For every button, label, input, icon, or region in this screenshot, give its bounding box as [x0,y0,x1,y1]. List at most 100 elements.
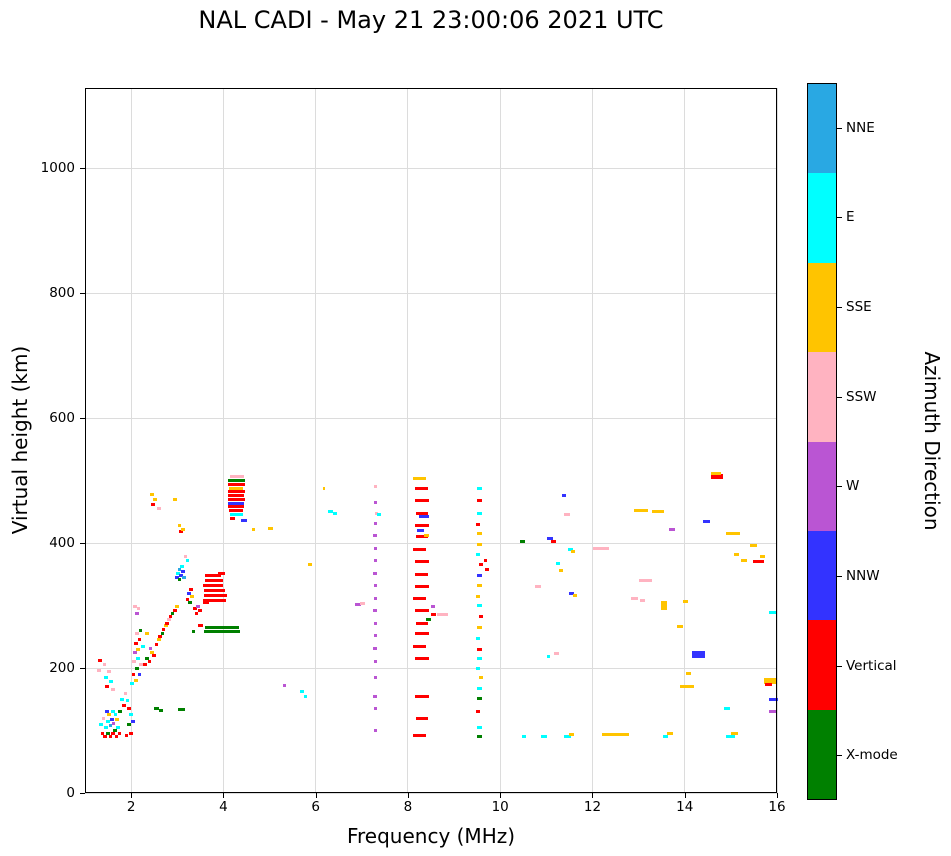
y-gridline [85,417,777,419]
data-point-E [104,675,109,679]
data-point-Vertical [475,710,481,714]
data-point-Vertical [100,732,105,736]
data-point-E [332,512,338,516]
data-point-Vertical [198,609,203,612]
x-tick-mark [777,793,778,798]
data-point-Vertical [133,641,138,645]
data-point-Vertical [185,597,190,601]
data-point-Vertical [416,621,428,625]
data-point-E [475,636,481,640]
x-axis-label: Frequency (MHz) [346,824,516,848]
data-point-Vertical [143,663,147,667]
data-point-W [431,605,436,609]
data-point-Vertical [477,647,482,651]
data-point-Vertical [204,579,224,582]
y-gridline [85,542,777,544]
data-point-Vertical [165,621,169,625]
data-point-NNW [179,574,183,577]
data-point-SSE [661,601,667,610]
data-point-Vertical [414,694,429,698]
data-point-W [373,707,378,711]
data-point-Vertical [152,654,157,657]
data-point-X-mode [145,657,150,661]
data-point-SSE [568,733,575,737]
data-point-E [328,510,333,514]
data-point-SSE [150,650,154,654]
data-point-SSE [307,562,313,566]
data-point-Vertical [230,516,235,520]
colorbar-tick-label: NNW [846,567,880,584]
x-tick-label: 10 [491,799,509,815]
data-point-E [377,512,382,516]
data-point-Vertical [154,642,159,646]
data-point-Vertical [415,572,429,576]
chart-title: NAL CADI - May 21 23:00:06 2021 UTC [198,6,664,34]
colorbar-tick-mark [837,486,842,488]
data-point-Vertical [97,659,102,662]
colorbar-tick-mark [837,665,842,667]
data-point-W [372,694,377,698]
data-point-Vertical [478,615,484,619]
data-point-Vertical [413,644,426,648]
y-tick-mark [80,293,85,294]
data-point-W [373,500,378,504]
data-point-NNW [109,717,114,721]
x-tick-mark [684,793,686,798]
colorbar-tick-label: SSW [846,388,877,405]
data-point-E [120,697,124,701]
data-point-E [103,725,108,729]
y-tick-label: 1000 [40,160,75,176]
data-point-Vertical [416,511,428,515]
data-point-SSW [96,669,101,672]
data-point-E [546,655,551,659]
data-point-E [477,604,482,607]
x-tick-label: 6 [311,799,320,815]
data-point-E [140,644,145,648]
x-gridline [591,88,593,793]
data-point-E [116,725,121,729]
data-point-Vertical [550,539,556,543]
data-point-W [669,527,675,531]
colorbar-tick-label: SSE [846,299,872,316]
data-point-W [372,646,377,650]
data-point-X-mode [178,708,186,712]
data-point-Vertical [105,685,109,689]
data-point-NNW [228,501,245,505]
data-point-Vertical [478,563,484,567]
colorbar-tick-label: E [846,209,855,226]
colorbar-tick-label: W [846,478,860,495]
data-point-Vertical [203,584,224,587]
data-point-Vertical [412,734,427,737]
data-point-SSE [153,497,157,501]
data-point-Vertical [485,567,490,571]
data-point-E [567,547,574,551]
y-tick-mark [80,418,85,419]
data-point-Vertical [414,632,429,636]
data-point-W [373,584,378,587]
data-point-Vertical [126,707,131,711]
data-point-E [476,486,483,490]
data-point-SSE [477,625,482,629]
data-point-SSW [436,612,449,616]
x-tick-mark [407,793,409,798]
data-point-Vertical [173,609,177,612]
data-point-X-mode [177,577,182,581]
data-point-E [176,571,181,575]
data-point-E [477,725,482,729]
data-point-SSE [733,553,740,557]
data-point-X-mode [476,696,483,700]
data-point-SSE [173,497,177,501]
data-point-W [768,710,776,714]
colorbar-segment-SSW [808,352,836,442]
colorbar-axis-label: Azimuth Direction [920,351,944,531]
data-point-E [99,722,103,726]
data-point-SSE [680,685,694,689]
data-point-SSE [601,733,630,737]
data-point-SSE [136,647,140,651]
colorbar-tick-label: X-mode [846,747,898,764]
colorbar-tick-mark [837,217,842,219]
data-point-X-mode [188,600,193,604]
data-point-Vertical [203,600,209,604]
x-tick-label: 12 [583,799,602,815]
data-point-NNW [569,591,574,595]
